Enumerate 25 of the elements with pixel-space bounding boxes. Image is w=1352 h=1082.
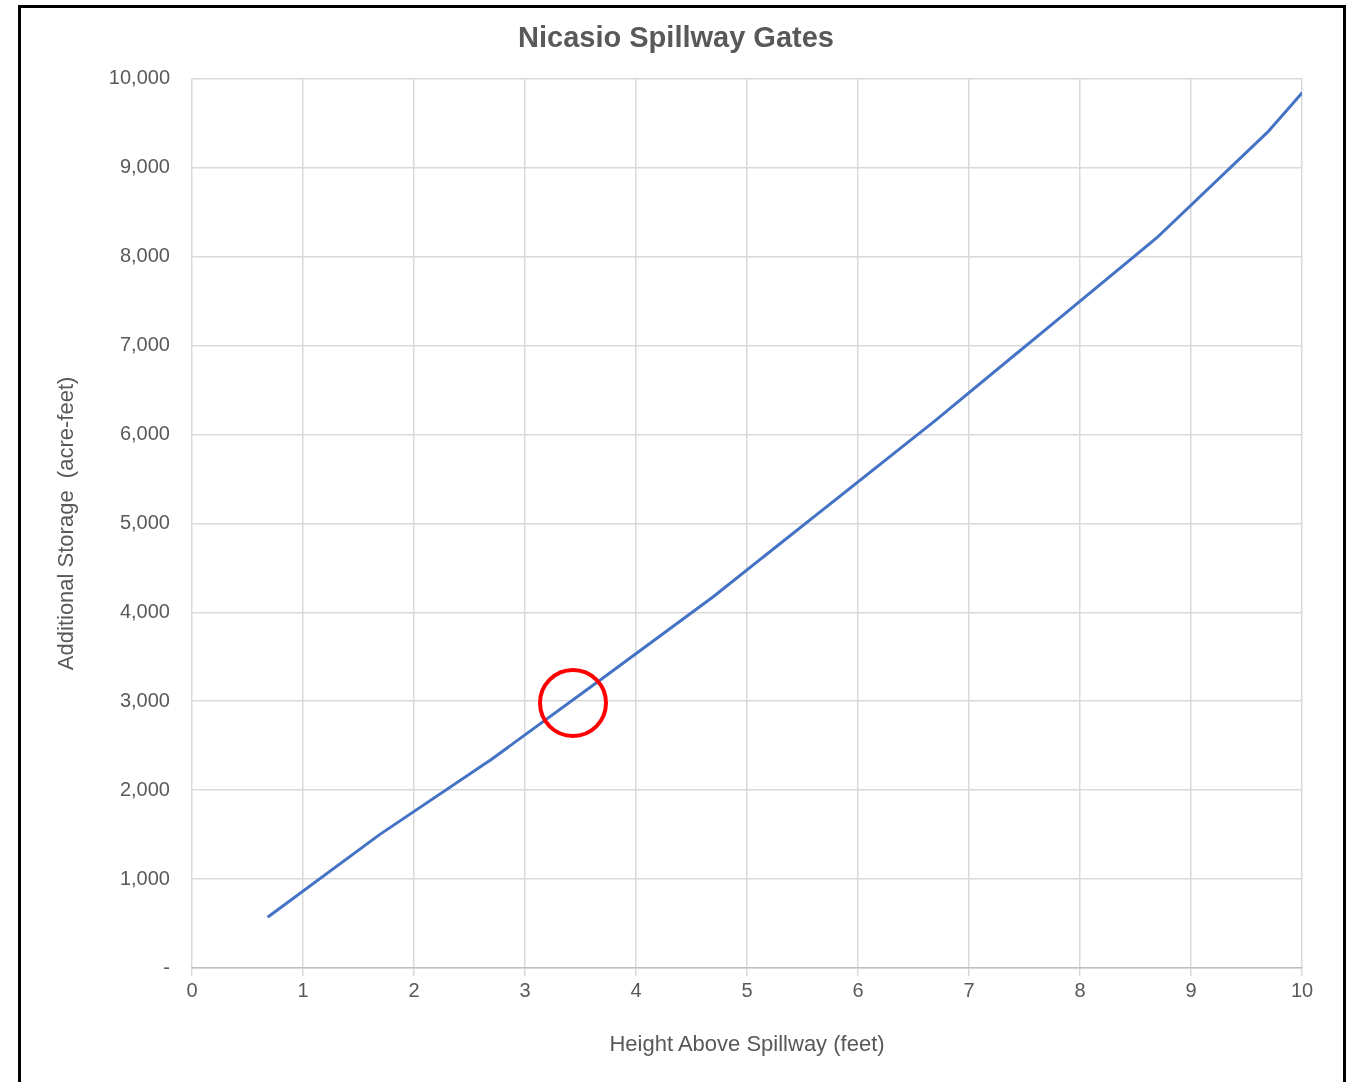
x-tick-label: 1 bbox=[297, 978, 309, 1001]
y-tick-label: 7,000 bbox=[119, 333, 170, 356]
x-tick-label: 2 bbox=[408, 978, 420, 1001]
y-axis-title: Additional Storage (acre-feet) bbox=[53, 376, 79, 671]
x-tick-label: 4 bbox=[630, 978, 642, 1001]
y-tick-label: 8,000 bbox=[119, 244, 170, 267]
x-tick-label: 7 bbox=[963, 978, 975, 1001]
y-tick-label: 1,000 bbox=[119, 866, 170, 889]
y-tick-label: 3,000 bbox=[119, 688, 170, 711]
x-tick-label: 10 bbox=[1290, 978, 1314, 1001]
chart-title: Nicasio Spillway Gates bbox=[518, 21, 834, 54]
y-tick-label: 9,000 bbox=[119, 155, 170, 178]
x-axis-title: Height Above Spillway (feet) bbox=[609, 1030, 885, 1056]
y-tick-label: 5,000 bbox=[119, 510, 170, 533]
x-tick-label: 3 bbox=[519, 978, 531, 1001]
x-tick-label: 6 bbox=[852, 978, 864, 1001]
x-tick-label: 9 bbox=[1185, 978, 1197, 1001]
y-tick-label: 4,000 bbox=[119, 599, 170, 622]
y-tick-label: 2,000 bbox=[119, 777, 170, 800]
y-tick-label: - bbox=[163, 955, 170, 978]
x-tick-label: 0 bbox=[186, 978, 198, 1001]
x-tick-label: 5 bbox=[741, 978, 753, 1001]
y-tick-label: 10,000 bbox=[108, 66, 170, 89]
x-tick-label: 8 bbox=[1074, 978, 1086, 1001]
y-tick-label: 6,000 bbox=[119, 422, 170, 444]
